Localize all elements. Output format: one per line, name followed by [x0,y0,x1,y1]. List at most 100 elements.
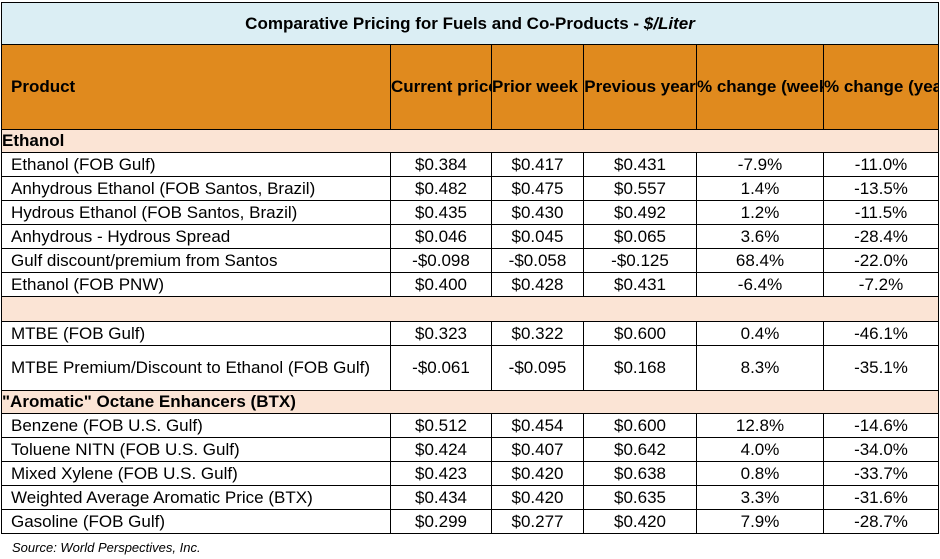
cell-current-price: $0.384 [390,152,492,177]
cell-pct-week: 4.0% [696,437,824,462]
cell-current-price: $0.323 [390,321,492,346]
cell-pct-year: -14.6% [823,413,939,438]
cell-product: Hydrous Ethanol (FOB Santos, Brazil) [1,200,391,225]
cell-product: Anhydrous - Hydrous Spread [1,224,391,249]
table-row: Hydrous Ethanol (FOB Santos, Brazil) $0.… [1,200,939,225]
cell-previous-year: $0.420 [583,509,697,534]
cell-current-price: $0.046 [390,224,492,249]
col-header-previous-year: Previous year [583,44,697,130]
cell-pct-year: -7.2% [823,272,939,297]
cell-current-price: $0.435 [390,200,492,225]
cell-current-price: $0.424 [390,437,492,462]
cell-pct-year: -28.7% [823,509,939,534]
cell-previous-year: $0.638 [583,461,697,486]
cell-previous-year: $0.600 [583,413,697,438]
header-row: Product Current price Prior week average… [1,44,939,130]
cell-product: Benzene (FOB U.S. Gulf) [1,413,391,438]
cell-pct-week: 0.4% [696,321,824,346]
table-row: Ethanol (FOB Gulf) $0.384 $0.417 $0.431 … [1,152,939,177]
cell-prior-week: $0.420 [491,485,584,510]
table-title-text: Comparative Pricing for Fuels and Co-Pro… [245,13,644,33]
cell-pct-week: 1.2% [696,200,824,225]
table-row: Anhydrous - Hydrous Spread $0.046 $0.045… [1,224,939,249]
cell-prior-week: $0.322 [491,321,584,346]
cell-current-price: $0.423 [390,461,492,486]
cell-prior-week: $0.277 [491,509,584,534]
cell-prior-week: -$0.095 [491,345,584,391]
section-row-ethanol: Ethanol [1,129,939,153]
cell-current-price: $0.482 [390,176,492,201]
table-row: Weighted Average Aromatic Price (BTX) $0… [1,485,939,510]
col-header-current-price: Current price [390,44,492,130]
col-header-pct-change-year: % change (year over year) [823,44,939,130]
cell-current-price: -$0.061 [390,345,492,391]
cell-prior-week: -$0.058 [491,248,584,273]
section-row-blank [1,296,939,322]
cell-product: Mixed Xylene (FOB U.S. Gulf) [1,461,391,486]
cell-previous-year: $0.431 [583,272,697,297]
cell-previous-year: -$0.125 [583,248,697,273]
cell-pct-week: 0.8% [696,461,824,486]
cell-previous-year: $0.065 [583,224,697,249]
cell-previous-year: $0.431 [583,152,697,177]
cell-prior-week: $0.430 [491,200,584,225]
cell-current-price: $0.512 [390,413,492,438]
cell-product: Anhydrous Ethanol (FOB Santos, Brazil) [1,176,391,201]
cell-product: MTBE (FOB Gulf) [1,321,391,346]
cell-current-price: -$0.098 [390,248,492,273]
cell-pct-year: -11.5% [823,200,939,225]
table-row: MTBE (FOB Gulf) $0.323 $0.322 $0.600 0.4… [1,321,939,346]
section-row-btx: "Aromatic" Octane Enhancers (BTX) [1,390,939,414]
cell-product: Ethanol (FOB Gulf) [1,152,391,177]
title-row: Comparative Pricing for Fuels and Co-Pro… [1,2,939,45]
cell-pct-year: -46.1% [823,321,939,346]
cell-pct-week: 3.6% [696,224,824,249]
cell-product: Gulf discount/premium from Santos [1,248,391,273]
cell-previous-year: $0.492 [583,200,697,225]
cell-current-price: $0.434 [390,485,492,510]
cell-pct-week: 12.8% [696,413,824,438]
cell-previous-year: $0.642 [583,437,697,462]
cell-previous-year: $0.600 [583,321,697,346]
cell-previous-year: $0.557 [583,176,697,201]
cell-pct-year: -35.1% [823,345,939,391]
cell-product: Gasoline (FOB Gulf) [1,509,391,534]
cell-pct-week: 8.3% [696,345,824,391]
cell-pct-year: -31.6% [823,485,939,510]
cell-pct-year: -11.0% [823,152,939,177]
table-row: Gasoline (FOB Gulf) $0.299 $0.277 $0.420… [1,509,939,534]
cell-pct-week: -7.9% [696,152,824,177]
cell-pct-week: -6.4% [696,272,824,297]
col-header-pct-change-week: % change (week over week) [696,44,824,130]
cell-product: Ethanol (FOB PNW) [1,272,391,297]
cell-prior-week: $0.417 [491,152,584,177]
cell-product: Weighted Average Aromatic Price (BTX) [1,485,391,510]
cell-pct-year: -22.0% [823,248,939,273]
cell-prior-week: $0.045 [491,224,584,249]
table-title-unit: $/Liter [643,13,695,33]
source-note: Source: World Perspectives, Inc. [12,540,201,555]
table-row: MTBE Premium/Discount to Ethanol (FOB Gu… [1,345,939,391]
cell-pct-year: -33.7% [823,461,939,486]
cell-previous-year: $0.168 [583,345,697,391]
col-header-prior-week-average: Prior week average [491,44,584,130]
cell-prior-week: $0.407 [491,437,584,462]
cell-pct-year: -34.0% [823,437,939,462]
section-label-ethanol: Ethanol [1,129,939,153]
table-row: Anhydrous Ethanol (FOB Santos, Brazil) $… [1,176,939,201]
cell-pct-week: 3.3% [696,485,824,510]
cell-pct-week: 7.9% [696,509,824,534]
col-header-product: Product [1,44,391,130]
cell-prior-week: $0.454 [491,413,584,438]
cell-pct-year: -28.4% [823,224,939,249]
table-row: Gulf discount/premium from Santos -$0.09… [1,248,939,273]
section-label-btx: "Aromatic" Octane Enhancers (BTX) [1,390,939,414]
section-label-blank [1,296,939,322]
cell-current-price: $0.299 [390,509,492,534]
table-row: Toluene NITN (FOB U.S. Gulf) $0.424 $0.4… [1,437,939,462]
cell-prior-week: $0.428 [491,272,584,297]
cell-previous-year: $0.635 [583,485,697,510]
table-row: Ethanol (FOB PNW) $0.400 $0.428 $0.431 -… [1,272,939,297]
table-title: Comparative Pricing for Fuels and Co-Pro… [1,2,939,45]
